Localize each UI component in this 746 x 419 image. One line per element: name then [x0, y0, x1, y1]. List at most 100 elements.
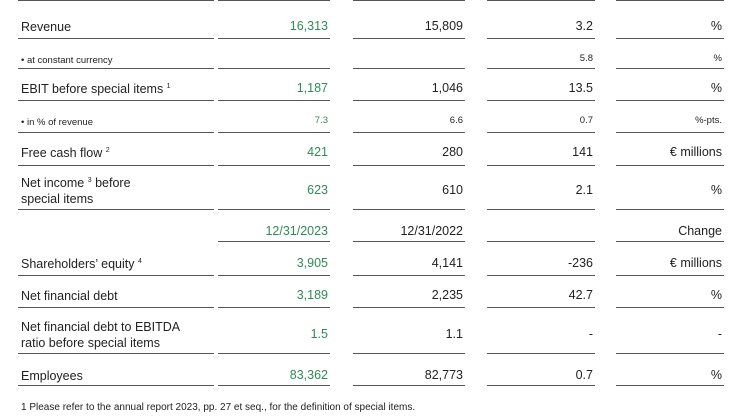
change-header: Change	[678, 224, 722, 238]
rule	[218, 241, 330, 242]
rule	[18, 209, 214, 210]
row-label: EBIT before special items 1	[21, 82, 171, 96]
rule	[18, 385, 214, 386]
rule	[616, 241, 724, 242]
rule	[18, 307, 214, 308]
rule	[616, 165, 724, 166]
rule	[487, 0, 595, 1]
rule	[353, 38, 465, 39]
rule	[18, 132, 214, 133]
rule	[487, 38, 595, 39]
rule	[353, 0, 465, 1]
value-2022: 610	[442, 183, 463, 197]
row-label: • in % of revenue	[21, 117, 93, 128]
footnote-ref: 3	[87, 176, 92, 184]
value-2023: 16,313	[289, 19, 328, 33]
value-2022: 4,141	[431, 256, 463, 270]
rule	[353, 132, 465, 133]
rule	[18, 38, 214, 39]
footnote-ref: 1	[166, 82, 171, 90]
rule	[18, 165, 214, 166]
unit: %	[710, 183, 722, 197]
rule	[18, 353, 214, 354]
rule	[616, 38, 724, 39]
rule	[487, 353, 595, 354]
rule	[353, 100, 465, 101]
unit: %	[710, 19, 722, 33]
value-2022: 1,046	[431, 81, 463, 95]
value-change: 3.2	[575, 19, 593, 33]
rule	[18, 0, 214, 1]
rule	[353, 209, 465, 210]
rule	[616, 209, 724, 210]
rule	[218, 132, 330, 133]
date-header-2023: 12/31/2023	[265, 224, 328, 238]
row-label: Net financial debt to EBITDA ratio befor…	[21, 320, 181, 350]
rule	[353, 353, 465, 354]
rule	[616, 0, 724, 1]
rule	[353, 307, 465, 308]
rule	[487, 165, 595, 166]
rule	[487, 132, 595, 133]
rule	[487, 68, 595, 69]
value-change: 42.7	[568, 288, 593, 302]
unit: %	[710, 368, 722, 382]
row-label: • at constant currency	[21, 55, 113, 66]
unit: %	[713, 53, 722, 64]
rule	[353, 275, 465, 276]
rule	[487, 385, 595, 386]
unit: -	[717, 327, 722, 341]
value-2022: 82,773	[424, 368, 463, 382]
value-2023: 421	[307, 145, 328, 159]
rule	[18, 100, 214, 101]
row-label: Free cash flow 2	[21, 146, 110, 160]
rule	[218, 307, 330, 308]
rule	[487, 100, 595, 101]
value-2022: 2,235	[431, 288, 463, 302]
rule	[487, 209, 595, 210]
rule	[218, 100, 330, 101]
rule	[218, 353, 330, 354]
rule	[18, 68, 214, 69]
value-change: 13.5	[568, 81, 593, 95]
value-change: 141	[572, 145, 593, 159]
value-2023: 1,187	[296, 81, 328, 95]
unit: %	[710, 288, 722, 302]
rule	[353, 241, 465, 242]
footnote-ref: 4	[137, 257, 142, 265]
rule	[218, 0, 330, 1]
rule	[353, 165, 465, 166]
date-header-2022: 12/31/2022	[400, 224, 463, 238]
rule	[487, 241, 595, 242]
rule	[616, 385, 724, 386]
row-label: Net financial debt	[21, 289, 118, 303]
rule	[616, 68, 724, 69]
value-2023: 7.3	[314, 115, 328, 126]
value-2022: 15,809	[424, 19, 463, 33]
value-2022: 280	[442, 145, 463, 159]
unit: € millions	[669, 256, 722, 270]
value-2022: 6.6	[449, 115, 463, 126]
value-change: -236	[567, 256, 593, 270]
value-2023: 3,189	[296, 288, 328, 302]
rule	[616, 353, 724, 354]
row-label: Net income 3 before special items	[21, 176, 131, 206]
rule	[218, 38, 330, 39]
rule	[218, 385, 330, 386]
rule	[353, 68, 465, 69]
value-2023: 1.5	[310, 327, 328, 341]
value-2023: 623	[307, 183, 328, 197]
value-change: 0.7	[575, 368, 593, 382]
rule	[218, 165, 330, 166]
value-change: 0.7	[579, 115, 593, 126]
rule	[616, 100, 724, 101]
value-2023: 3,905	[296, 256, 328, 270]
rule	[487, 275, 595, 276]
unit: %-pts.	[695, 115, 722, 126]
value-change: 5.8	[579, 53, 593, 64]
rule	[218, 68, 330, 69]
rule	[218, 209, 330, 210]
row-label: Revenue	[21, 20, 72, 34]
value-2023: 83,362	[289, 368, 328, 382]
value-change: -	[588, 327, 593, 341]
